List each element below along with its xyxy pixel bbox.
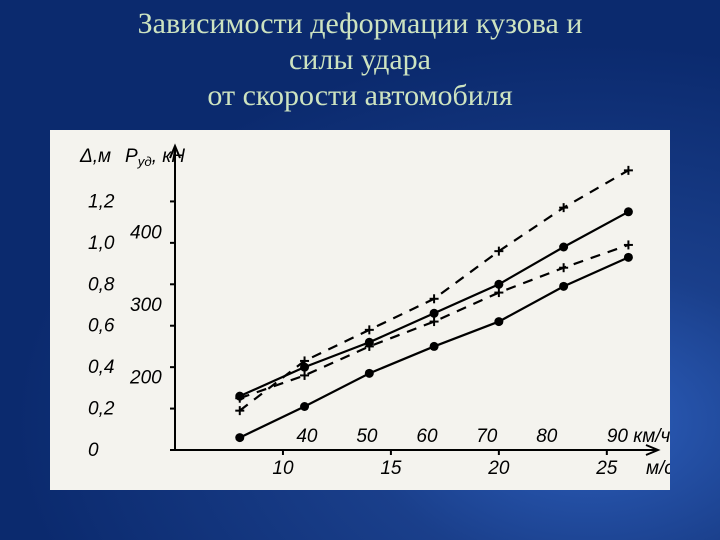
slide-title: Зависимости деформации кузова и силы уда…	[0, 6, 720, 114]
svg-text:80: 80	[536, 426, 558, 447]
svg-text:60: 60	[416, 426, 438, 447]
svg-text:300: 300	[130, 295, 162, 316]
svg-text:15: 15	[380, 458, 402, 479]
svg-text:400: 400	[130, 223, 162, 244]
chart-area: 0 0,2 0,4 0,6 0,8 1,0 1,2 200 300 400 Δ,м Pуд, кН 10…	[50, 130, 670, 490]
title-line-1: Зависимости деформации кузова и	[138, 7, 583, 40]
svg-text:50: 50	[356, 426, 378, 447]
svg-text:25: 25	[595, 458, 618, 479]
svg-text:200: 200	[129, 368, 162, 389]
svg-text:0,6: 0,6	[88, 316, 115, 337]
svg-text:70: 70	[476, 426, 498, 447]
svg-text:1,0: 1,0	[88, 233, 115, 254]
svg-text:40: 40	[296, 426, 318, 447]
slide: Зависимости деформации кузова и силы уда…	[0, 0, 720, 540]
svg-text:10: 10	[272, 458, 294, 479]
svg-text:м/с: м/с	[646, 458, 670, 479]
svg-text:Pуд, кН: Pуд, кН	[125, 146, 185, 169]
chart-svg: 0 0,2 0,4 0,6 0,8 1,0 1,2 200 300 400 Δ,м Pуд, кН 10…	[50, 130, 670, 490]
title-line-3: от скорости автомобиля	[207, 79, 512, 112]
title-line-2: силы удара	[289, 43, 431, 76]
svg-text:20: 20	[487, 458, 510, 479]
svg-text:0,4: 0,4	[88, 357, 114, 378]
svg-text:90 км/ч: 90 км/ч	[607, 426, 670, 447]
svg-text:1,2: 1,2	[88, 191, 115, 212]
svg-text:Δ,м: Δ,м	[79, 146, 111, 167]
svg-text:0: 0	[88, 440, 99, 461]
svg-text:0,2: 0,2	[88, 399, 115, 420]
svg-text:0,8: 0,8	[88, 274, 115, 295]
